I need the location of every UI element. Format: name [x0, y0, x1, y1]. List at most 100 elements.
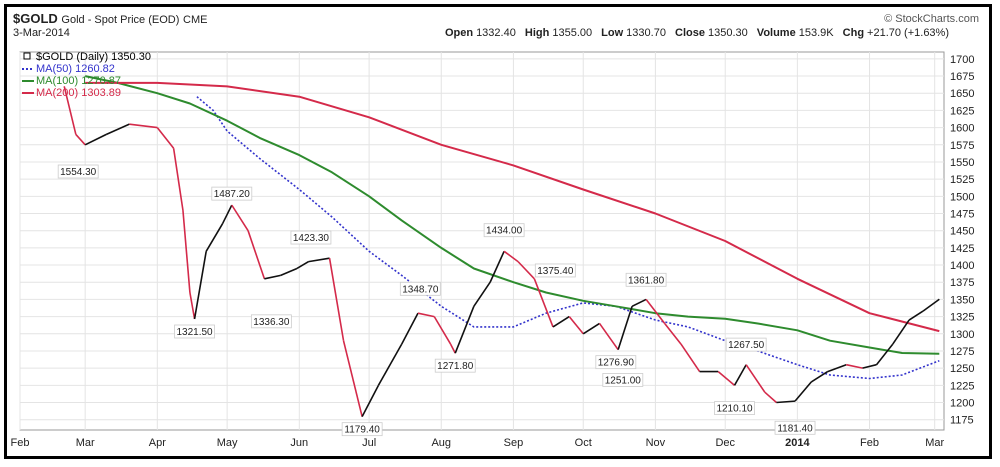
price-segment	[922, 298, 940, 312]
annotation-box	[625, 272, 667, 287]
ma200-line	[85, 81, 940, 333]
y-tick-label: 1375	[950, 277, 974, 289]
annotation-box	[290, 230, 332, 245]
x-tick-label: Feb	[860, 437, 879, 449]
y-tick-label: 1400	[950, 260, 974, 272]
y-tick-label: 1675	[950, 71, 974, 83]
price-segment	[296, 260, 310, 270]
legend-price-swatch	[23, 52, 31, 60]
price-segment	[221, 204, 233, 225]
y-tick-label: 1600	[950, 123, 974, 135]
price-segment	[827, 363, 847, 373]
price-annotation: 1487.20	[214, 189, 251, 200]
price-segment	[533, 278, 554, 328]
chg-label: Chg	[842, 27, 865, 39]
ma50-line	[196, 96, 940, 380]
price-segment	[308, 257, 330, 263]
price-segment	[733, 364, 747, 386]
price-annotation: 1434.00	[486, 226, 523, 237]
annotation-box	[174, 324, 215, 339]
price-segment	[193, 251, 207, 320]
price-annotation: 1554.30	[60, 167, 97, 178]
price-segment	[664, 322, 682, 345]
price-segment	[342, 340, 363, 417]
price-segment	[84, 133, 107, 146]
high-label: High	[524, 27, 550, 39]
price-annotation: 1210.10	[716, 404, 753, 415]
y-tick-label: 1275	[950, 346, 974, 358]
price-annotation: 1251.00	[605, 375, 642, 386]
legend-label: $GOLD (Daily) 1350.30	[36, 51, 151, 63]
price-segment	[264, 274, 281, 280]
price-segment	[582, 322, 600, 335]
price-segment	[810, 370, 829, 383]
price-segment	[328, 258, 345, 341]
x-tick-label: Apr	[149, 437, 166, 449]
price-segment	[205, 223, 224, 252]
volume-value: 153.9K	[798, 27, 834, 39]
price-annotation: 1375.40	[537, 266, 574, 277]
price-segment	[417, 312, 435, 318]
price-segment	[377, 343, 403, 386]
y-tick-label: 1450	[950, 226, 974, 238]
price-segment	[745, 364, 766, 393]
price-annotation: 1179.40	[344, 425, 380, 436]
chg-value: +21.70 (+1.63%)	[867, 27, 949, 39]
y-tick-label: 1200	[950, 398, 974, 410]
price-annotation: 1361.80	[628, 275, 665, 286]
ohlc-readout: Open 1332.40 High 1355.00 Low 1330.70 Close…	[439, 27, 949, 39]
price-segment	[776, 400, 796, 404]
price-annotation: 1267.50	[728, 340, 765, 351]
annotation-box	[399, 281, 441, 296]
y-tick-label: 1650	[950, 88, 974, 100]
annotation-box	[341, 422, 383, 437]
price-segment	[182, 210, 191, 293]
legend-label: MA(200) 1303.89	[36, 87, 121, 99]
price-segment	[454, 305, 475, 354]
annotation-box	[483, 223, 525, 238]
y-tick-label: 1325	[950, 312, 974, 324]
symbol-title: $GOLD Gold - Spot Price (EOD) CME	[13, 11, 207, 26]
price-segment	[63, 86, 77, 135]
y-tick-label: 1575	[950, 140, 974, 152]
price-segment	[568, 316, 584, 335]
price-segment	[617, 306, 633, 350]
x-tick-label: Sep	[504, 437, 524, 449]
y-tick-label: 1500	[950, 191, 974, 203]
price-segment	[645, 298, 666, 324]
price-segment	[552, 315, 570, 328]
price-segment	[105, 123, 130, 136]
price-segment	[517, 261, 535, 280]
open-value: 1332.40	[476, 27, 516, 39]
price-segment	[846, 363, 863, 369]
price-segment	[231, 204, 249, 232]
price-segment	[764, 391, 777, 404]
y-tick-label: 1550	[950, 157, 974, 169]
close-value: 1350.30	[707, 27, 748, 39]
price-segment	[908, 310, 924, 321]
annotation-box	[57, 164, 99, 179]
price-segment	[862, 363, 877, 369]
plot-area	[19, 51, 945, 431]
annotation-box	[774, 420, 816, 435]
price-segment	[449, 343, 456, 354]
price-annotation: 1181.40	[777, 423, 813, 434]
y-tick-label: 1300	[950, 329, 974, 341]
price-segment	[489, 250, 505, 283]
price-annotation: 1276.90	[598, 358, 635, 369]
low-value: 1330.70	[626, 27, 666, 39]
annotation-box	[714, 401, 755, 415]
chart-date: 3-Mar-2014	[13, 27, 70, 39]
y-tick-label: 1425	[950, 243, 974, 255]
x-tick-label: Jun	[290, 437, 308, 449]
x-tick-label: May	[217, 437, 238, 449]
ma100-line	[84, 75, 940, 355]
price-annotation: 1423.30	[293, 233, 330, 244]
x-tick-label: Mar	[925, 437, 944, 449]
x-tick-label: Nov	[646, 437, 666, 449]
open-label: Open	[444, 27, 474, 39]
close-label: Close	[675, 27, 705, 39]
price-segment	[598, 323, 619, 351]
high-value: 1355.00	[552, 27, 593, 39]
annotation-box	[534, 263, 576, 278]
